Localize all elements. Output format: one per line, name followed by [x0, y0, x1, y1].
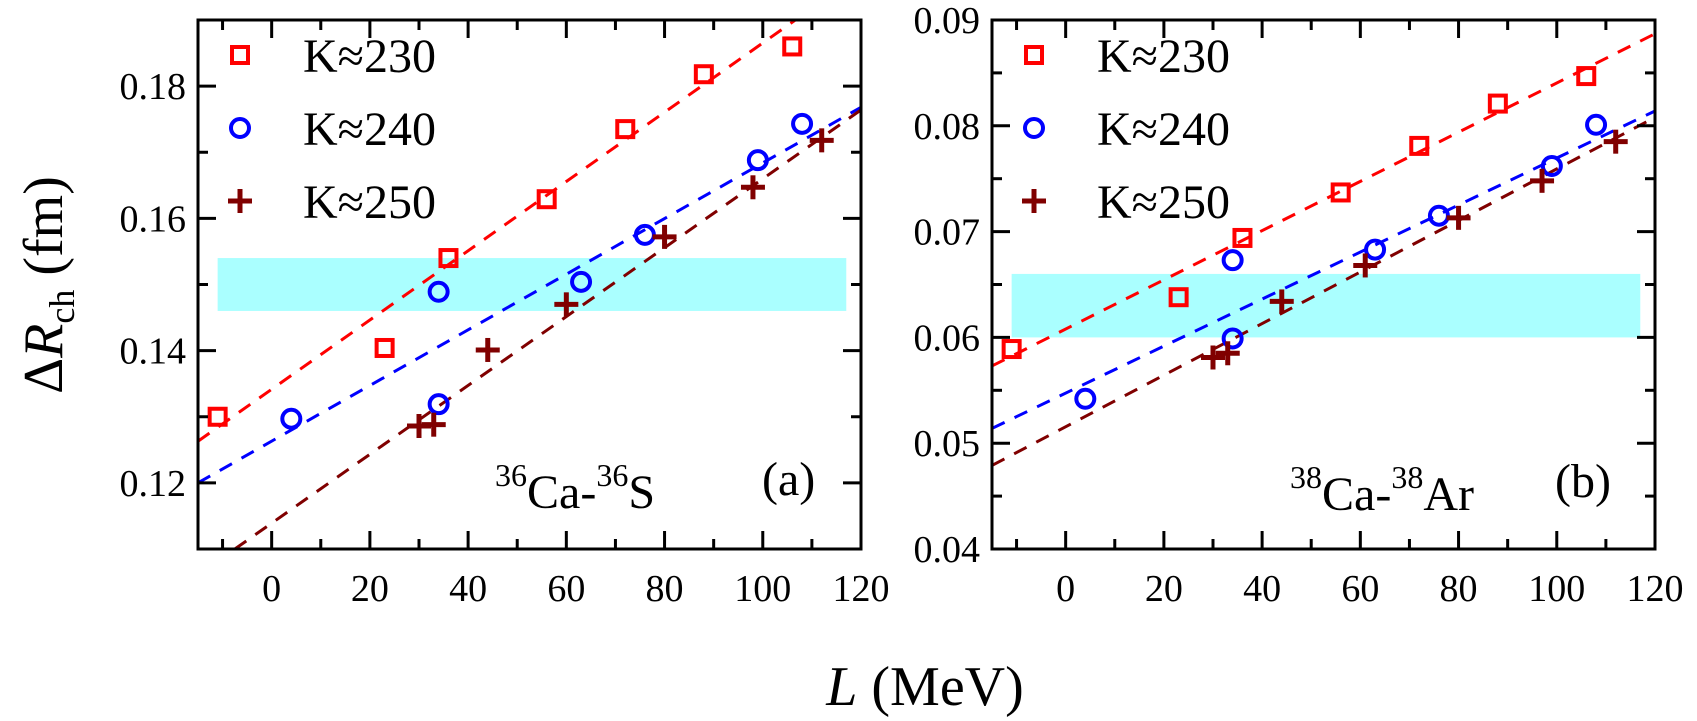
- data-point-s3: [421, 412, 446, 437]
- x-tick-label: 0: [1056, 568, 1075, 610]
- x-tick-label: 100: [734, 568, 791, 610]
- x-tick-label: 120: [1627, 568, 1684, 610]
- data-point-s1: [1409, 135, 1430, 156]
- y-axis-title: ΔRch (fm): [13, 176, 82, 394]
- x-tick-label: 60: [1341, 568, 1379, 610]
- y-tick-label: 0.09: [914, 0, 981, 42]
- data-point-s3: [554, 292, 579, 317]
- data-point-s1: [1487, 93, 1508, 114]
- data-point-s3: [1530, 168, 1555, 193]
- data-point-s1: [782, 36, 803, 57]
- data-point-s2: [1221, 327, 1244, 350]
- data-point-s1: [374, 337, 395, 358]
- x-tick-label: 80: [646, 568, 684, 610]
- legend-marker-plus: [228, 189, 252, 213]
- legend-a: K≈230 K≈240 K≈250: [228, 30, 436, 229]
- x-tick-label: 120: [833, 568, 890, 610]
- constraint-band: [217, 258, 847, 311]
- data-point-s1: [693, 64, 714, 85]
- constraint-band: [1011, 273, 1641, 338]
- data-point-s2: [280, 407, 303, 430]
- data-point-s2: [427, 280, 450, 303]
- y-tick-label: 0.16: [120, 198, 187, 240]
- nuclei-annotation-b: 38Ca-38Ar: [1290, 459, 1474, 521]
- data-point-s2: [1221, 249, 1244, 272]
- panel-label-a: (a): [762, 453, 815, 506]
- data-point-s3: [740, 175, 765, 200]
- legend-label: K≈250: [1097, 176, 1230, 229]
- y-tick-label: 0.08: [914, 106, 981, 148]
- legend-marker-plus: [1022, 189, 1046, 213]
- x-tick-label: 20: [351, 568, 389, 610]
- data-point-s3: [1201, 345, 1225, 370]
- data-point-s2: [1427, 204, 1450, 227]
- fit-line-1: [198, 20, 798, 443]
- panel-label-b: (b): [1555, 455, 1611, 508]
- data-point-s3: [1603, 129, 1628, 154]
- data-point-s1: [438, 248, 459, 269]
- data-point-s2: [1364, 238, 1387, 261]
- data-point-s2: [746, 149, 769, 172]
- legend-label: K≈250: [303, 176, 436, 229]
- data-point-s1: [1576, 66, 1597, 87]
- data-point-s3: [1269, 289, 1294, 314]
- y-tick-label: 0.04: [914, 529, 981, 571]
- x-tick-label: 40: [449, 568, 487, 610]
- legend-marker-square: [230, 45, 250, 65]
- data-point-s2: [1540, 155, 1563, 178]
- x-tick-label: 40: [1243, 568, 1281, 610]
- data-point-s3: [652, 224, 677, 249]
- data-point-s2: [1585, 113, 1608, 136]
- data-point-s3: [1353, 253, 1378, 278]
- data-point-s2: [570, 270, 593, 293]
- y-tick-label: 0.14: [120, 331, 187, 373]
- legend-marker-square: [1024, 45, 1044, 65]
- y-tick-label: 0.12: [120, 463, 187, 505]
- data-point-s2: [427, 393, 450, 416]
- data-point-s1: [1330, 182, 1351, 203]
- legend-marker-circle: [229, 117, 251, 139]
- x-tick-label: 80: [1440, 568, 1478, 610]
- data-point-s1: [536, 189, 557, 210]
- legend-label: K≈230: [1097, 30, 1230, 83]
- y-tick-label: 0.18: [120, 66, 187, 108]
- fit-line-3: [233, 108, 861, 549]
- x-tick-label: 0: [262, 568, 281, 610]
- x-tick-label: 60: [547, 568, 585, 610]
- data-point-s1: [1001, 339, 1022, 360]
- y-tick-label: 0.05: [914, 423, 981, 465]
- nuclei-annotation-a: 36Ca-36S: [495, 457, 655, 519]
- data-point-s1: [1232, 227, 1253, 248]
- legend-b: K≈230 K≈240 K≈250: [1022, 30, 1230, 229]
- panel-b: 0 20 40 60 80 100 1200.040.050.060.070.080.09 …: [914, 0, 1684, 610]
- data-point-s1: [1168, 287, 1189, 308]
- data-point-s2: [791, 112, 814, 135]
- legend-label: K≈230: [303, 30, 436, 83]
- data-point-s3: [809, 128, 834, 153]
- data-point-s3: [1446, 205, 1471, 230]
- data-point-s3: [1215, 341, 1240, 366]
- data-point-s2: [1074, 387, 1097, 410]
- data-point-s1: [615, 119, 636, 140]
- x-axis-title: L (MeV): [825, 656, 1024, 718]
- x-tick-label: 20: [1145, 568, 1183, 610]
- x-tick-label: 100: [1528, 568, 1585, 610]
- data-point-s3: [475, 337, 500, 362]
- legend-marker-circle: [1023, 117, 1045, 139]
- legend-label: K≈240: [1097, 103, 1230, 156]
- y-tick-label: 0.07: [914, 212, 981, 254]
- data-point-s1: [207, 406, 228, 427]
- y-tick-label: 0.06: [914, 317, 981, 359]
- legend-label: K≈240: [303, 103, 436, 156]
- fit-line-2: [198, 105, 861, 485]
